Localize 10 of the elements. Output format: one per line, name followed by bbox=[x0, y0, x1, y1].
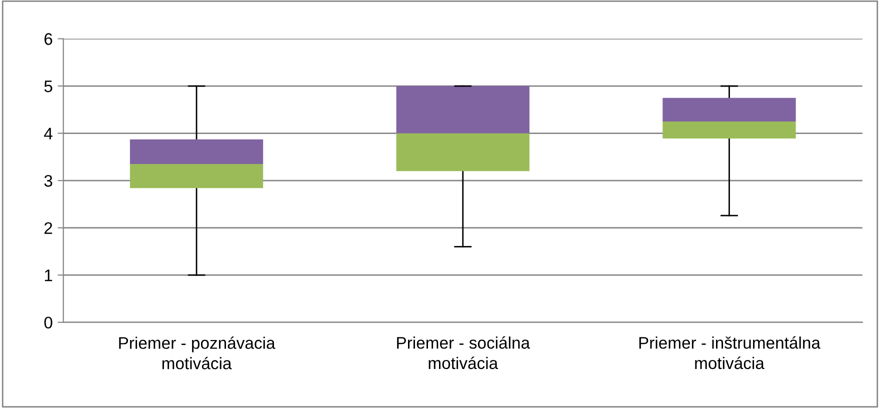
y-tick-label: 2 bbox=[44, 222, 52, 234]
y-tick-label: 0 bbox=[44, 316, 52, 329]
y-tick-label: 4 bbox=[44, 128, 52, 140]
y-tick-label: 1 bbox=[44, 270, 52, 282]
y-tick-label: 5 bbox=[44, 80, 52, 92]
y-tick-label: 6 bbox=[44, 33, 52, 45]
x-tick-label: Priemer - sociálna motivácia bbox=[397, 336, 530, 370]
x-tick-label: Priemer - poznávacia motivácia bbox=[119, 336, 276, 370]
x-tick-label: Priemer - inštrumentálna motivácia bbox=[639, 336, 820, 370]
y-tick-label: 3 bbox=[44, 174, 52, 187]
